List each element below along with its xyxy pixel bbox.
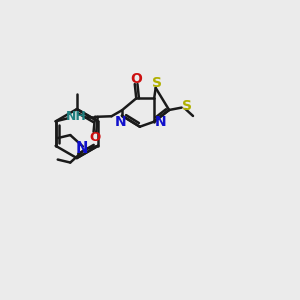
Text: NH: NH bbox=[66, 110, 87, 123]
Text: N: N bbox=[155, 115, 167, 129]
Text: O: O bbox=[89, 131, 100, 144]
Text: S: S bbox=[182, 99, 192, 113]
Text: O: O bbox=[130, 72, 142, 86]
Text: S: S bbox=[152, 76, 162, 89]
Text: N: N bbox=[115, 115, 126, 129]
Text: N: N bbox=[75, 141, 88, 156]
